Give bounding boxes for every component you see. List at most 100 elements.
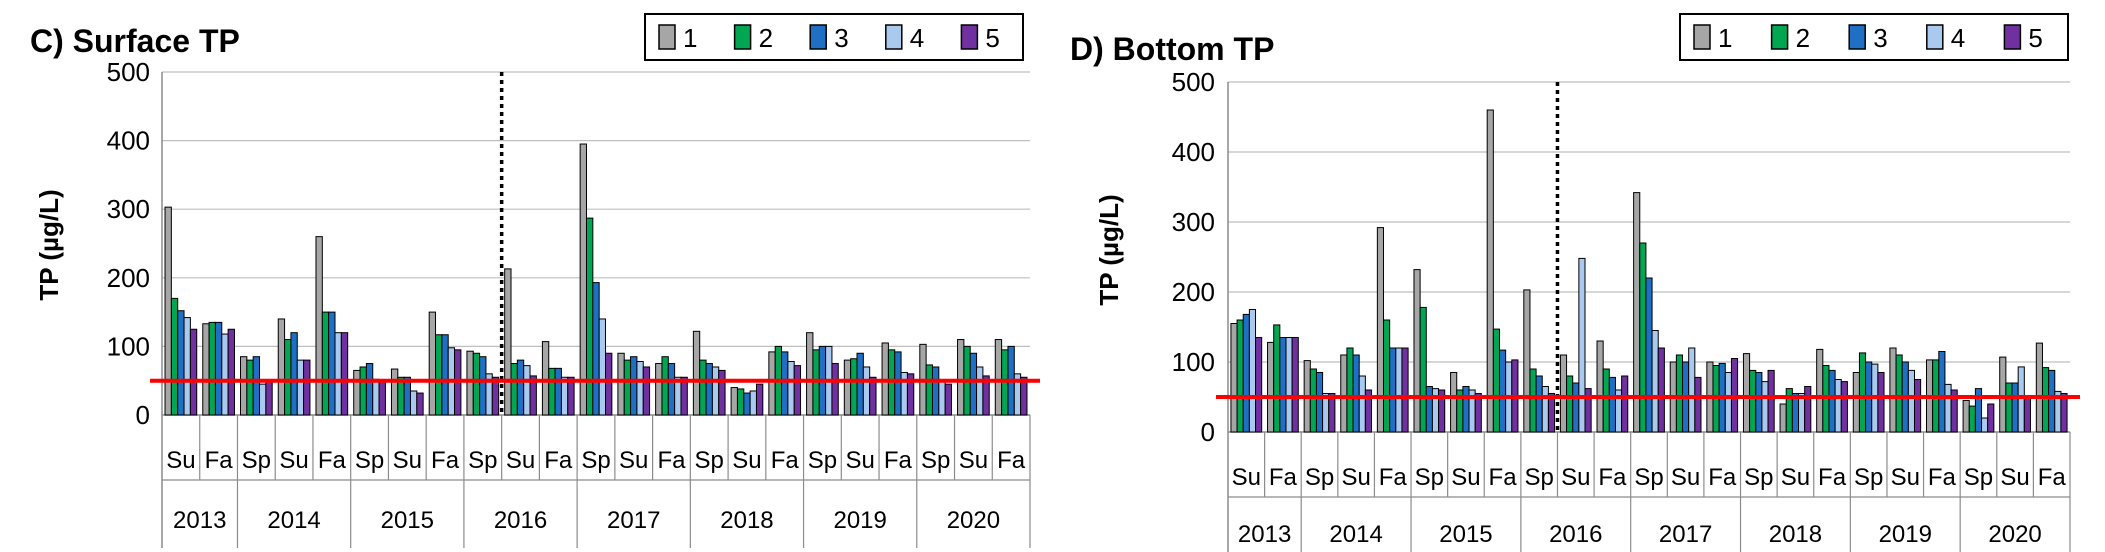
bar-series-5 <box>1804 386 1812 433</box>
bar-series-1 <box>1596 340 1604 433</box>
bar-series-4 <box>409 390 418 416</box>
bar-series-4 <box>1724 372 1732 433</box>
legend-swatch-4 <box>1926 24 1944 50</box>
bar-series-1 <box>843 359 852 416</box>
bar-series-3 <box>931 366 940 416</box>
bar-series-5 <box>1950 389 1958 433</box>
bar-series-3 <box>2048 369 2056 433</box>
bar-series-3 <box>1425 386 1433 433</box>
legend-swatch-2 <box>1770 24 1789 50</box>
x-category-label: Fa <box>1708 464 1737 491</box>
bar-series-1 <box>1779 403 1787 433</box>
bar-series-4 <box>1798 393 1806 433</box>
bar-series-3 <box>1242 313 1250 433</box>
x-year-label: 2016 <box>1549 521 1602 548</box>
x-year-label: 2020 <box>947 507 1000 534</box>
x-category-label: Su <box>279 447 308 474</box>
bar-series-2 <box>1968 405 1976 433</box>
bar-series-5 <box>1621 375 1629 433</box>
bar-series-5 <box>227 328 235 416</box>
bar-series-3 <box>1572 382 1580 433</box>
panel-c-ylabel: TP (µg/L) <box>34 189 64 300</box>
bar-series-1 <box>164 206 172 416</box>
bar-series-3 <box>1389 347 1397 433</box>
legend-swatch-5 <box>960 24 979 50</box>
bar-series-3 <box>1608 376 1616 433</box>
x-year-label: 2020 <box>1988 521 2041 548</box>
bar-series-1 <box>541 341 550 416</box>
bar-series-3 <box>479 356 487 416</box>
bar-series-3 <box>705 363 713 416</box>
x-category-label: Sp <box>808 447 837 474</box>
bar-series-1 <box>579 143 587 416</box>
bar-series-1 <box>202 323 210 416</box>
bar-series-4 <box>749 390 757 416</box>
bar-series-1 <box>768 351 776 416</box>
legend: 1 2 3 4 5 <box>644 13 1024 61</box>
bar-series-5 <box>1291 337 1299 433</box>
bar-series-2 <box>1749 369 1757 433</box>
bar-series-1 <box>617 352 625 416</box>
bar-series-2 <box>699 359 707 416</box>
x-category-label: Fa <box>544 447 573 474</box>
bar-series-1 <box>353 369 361 416</box>
x-year-label: 2018 <box>1769 521 1822 548</box>
bar-series-5 <box>793 365 802 416</box>
bar-series-5 <box>1401 347 1409 433</box>
bar-series-2 <box>284 339 292 416</box>
legend-label-1: 1 <box>1718 23 1732 53</box>
bar-series-1 <box>277 318 286 416</box>
x-category-label: Sp <box>581 447 610 474</box>
bar-series-2 <box>736 388 745 416</box>
bar-series-2 <box>1675 354 1684 433</box>
x-category-label: Su <box>506 447 535 474</box>
x-year-label: 2018 <box>720 507 773 534</box>
y-tick-label: 300 <box>107 194 150 224</box>
bar-series-1 <box>1267 341 1275 433</box>
bar-series-5 <box>340 332 349 416</box>
bar-series-3 <box>441 334 449 416</box>
y-tick-label: 500 <box>107 57 150 87</box>
bar-series-5 <box>755 383 764 416</box>
bar-series-3 <box>214 321 223 416</box>
x-category-label: Sp <box>1524 464 1553 491</box>
bar-series-3 <box>894 351 902 416</box>
bar-series-2 <box>1346 347 1354 433</box>
bar-series-2 <box>623 359 632 416</box>
bar-series-5 <box>718 369 726 416</box>
bar-series-5 <box>680 376 688 416</box>
x-category-label: Fa <box>205 447 234 474</box>
x-year-label: 2015 <box>381 507 434 534</box>
bar-series-5 <box>1767 369 1775 433</box>
x-category-label: Su <box>166 447 195 474</box>
x-category-label: Sp <box>1415 464 1444 491</box>
x-category-label: Su <box>1671 464 1700 491</box>
x-category-label: Su <box>1891 464 1920 491</box>
bar-series-3 <box>592 282 600 416</box>
x-category-label: Fa <box>1928 464 1957 491</box>
bar-series-4 <box>1981 417 1989 433</box>
x-category-label: Su <box>1451 464 1480 491</box>
bar-series-5 <box>869 376 877 416</box>
legend-swatch-4 <box>885 24 903 50</box>
bar-series-2 <box>1309 368 1317 433</box>
bar-series-5 <box>831 363 839 416</box>
bar-series-2 <box>1566 375 1574 433</box>
bar-series-3 <box>743 392 751 416</box>
legend-swatch-3 <box>809 24 827 50</box>
bar-series-5 <box>1020 376 1028 416</box>
x-category-label: Fa <box>1598 464 1627 491</box>
bar-series-5 <box>491 376 500 416</box>
x-category-label: Sp <box>242 447 271 474</box>
bar-series-1 <box>1999 356 2007 433</box>
bar-series-3 <box>290 332 298 416</box>
bar-series-5 <box>303 359 311 416</box>
legend-label-3: 3 <box>1873 23 1887 53</box>
bar-series-4 <box>636 360 644 416</box>
bar-series-1 <box>1559 354 1568 433</box>
bar-series-4 <box>1651 330 1659 433</box>
bar-series-4 <box>1907 369 1915 433</box>
bar-series-4 <box>1285 337 1293 433</box>
